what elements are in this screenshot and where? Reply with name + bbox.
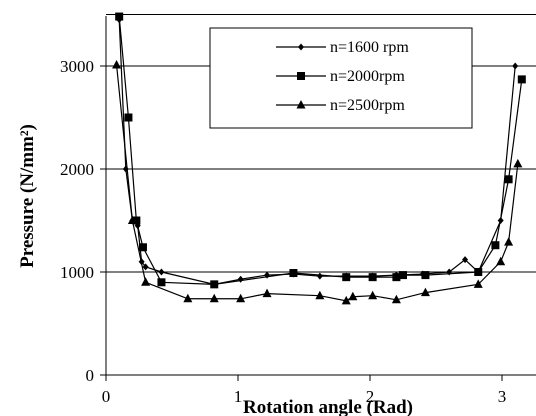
- data-point-square: [210, 280, 219, 289]
- data-point-square: [115, 12, 124, 21]
- x-tick-label: 2: [366, 387, 375, 406]
- series-3: [112, 59, 523, 305]
- data-point-triangle: [209, 293, 219, 303]
- y-tick-label: 1000: [60, 263, 94, 282]
- series-layer: [112, 12, 526, 305]
- x-tick-label: 0: [102, 387, 111, 406]
- y-axis-title: Pressure (N/mm²): [17, 124, 38, 268]
- data-point-triangle: [504, 237, 514, 246]
- data-point-triangle: [473, 279, 483, 288]
- data-point-triangle: [513, 158, 523, 168]
- data-point-square: [342, 273, 351, 282]
- data-point-triangle: [296, 100, 306, 109]
- data-point-triangle: [236, 293, 246, 303]
- data-point-square: [517, 75, 526, 84]
- x-axis-title: Rotation angle (Rad): [243, 397, 413, 416]
- x-tick-label: 1: [234, 387, 243, 406]
- data-point-triangle: [262, 288, 272, 298]
- data-point-diamond: [237, 275, 244, 283]
- legend-label: n=2500rpm: [330, 97, 405, 114]
- data-point-diamond: [316, 272, 323, 280]
- data-point-triangle: [496, 256, 506, 266]
- legend-label: n=1600 rpm: [330, 39, 409, 56]
- data-point-triangle: [368, 290, 378, 300]
- data-point-diamond: [142, 263, 149, 271]
- data-point-square: [399, 271, 407, 280]
- axes-layer: 0 1000 2000 3000 0 1 2 3: [60, 16, 536, 406]
- data-point-square: [392, 273, 401, 282]
- data-point-diamond: [298, 43, 304, 51]
- y-tick-label: 3000: [60, 57, 94, 76]
- legend-layer: n=1600 rpm n=2000rpm n=2500rpm: [209, 27, 473, 129]
- data-point-triangle: [112, 59, 122, 69]
- data-point-triangle: [420, 287, 430, 297]
- data-point-square: [157, 278, 166, 287]
- data-point-diamond: [462, 256, 469, 264]
- data-point-diamond: [158, 268, 165, 276]
- data-point-diamond: [446, 268, 453, 276]
- series-2: [115, 12, 526, 289]
- series-line: [118, 16, 523, 285]
- data-point-triangle: [183, 293, 193, 303]
- data-point-triangle: [391, 294, 401, 304]
- data-point-triangle: [348, 291, 358, 301]
- data-point-square: [368, 273, 377, 282]
- data-point-triangle: [341, 295, 351, 305]
- data-point-square: [124, 113, 133, 122]
- data-point-square: [474, 268, 483, 276]
- data-point-triangle: [141, 277, 151, 286]
- data-point-triangle: [315, 290, 325, 300]
- data-point-diamond: [512, 62, 519, 70]
- x-tick-label: 3: [498, 387, 507, 406]
- y-tick-label: 0: [86, 366, 95, 385]
- data-point-square: [297, 72, 305, 80]
- data-point-square: [138, 243, 147, 252]
- legend-box: [209, 27, 473, 129]
- y-tick-label: 2000: [60, 160, 94, 179]
- data-point-square: [289, 269, 298, 278]
- data-point-square: [421, 271, 430, 280]
- legend-label: n=2000rpm: [330, 68, 405, 85]
- data-point-square: [491, 241, 500, 250]
- data-point-square: [504, 175, 513, 184]
- data-point-triangle: [127, 215, 137, 224]
- data-point-square: [132, 216, 141, 225]
